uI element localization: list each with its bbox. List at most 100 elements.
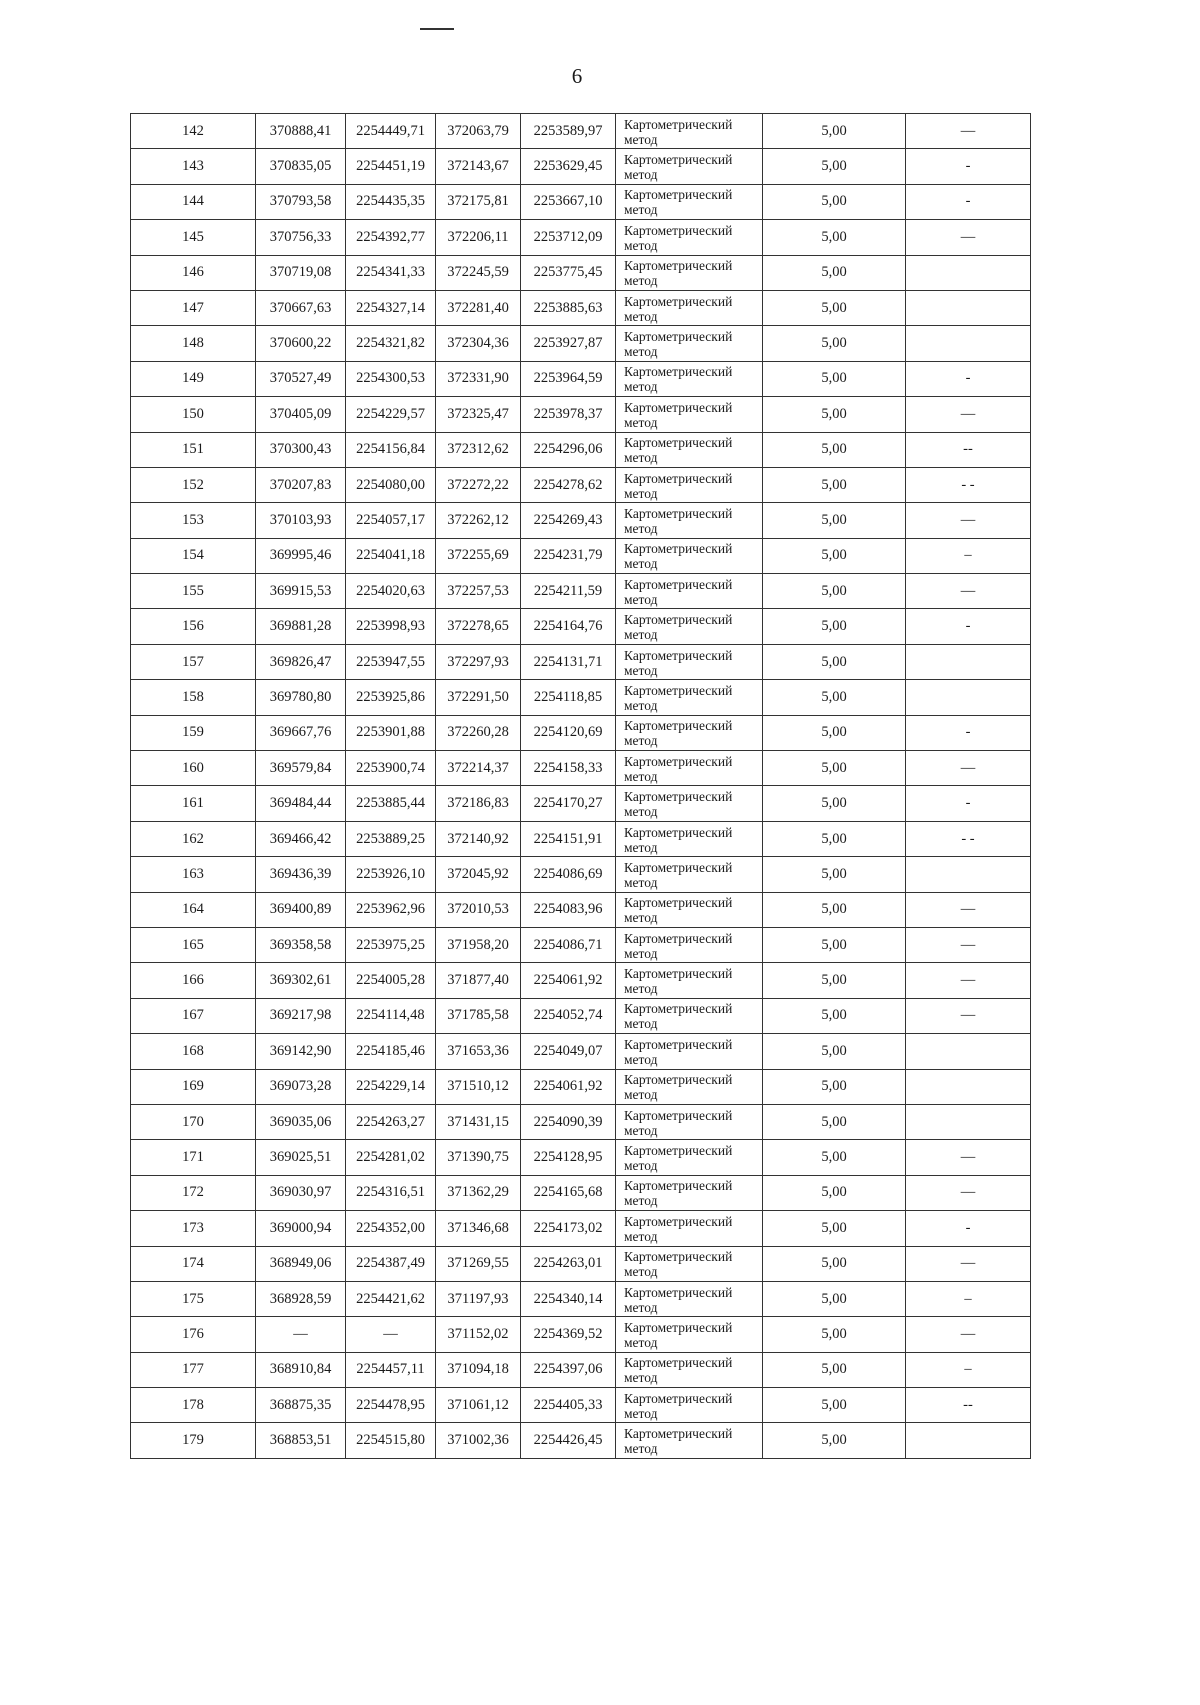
top-scan-mark: [420, 28, 454, 30]
x-coordinate-2-cell: 372297,93: [435, 643, 521, 681]
method-text: метод: [624, 520, 658, 536]
method-text: Картометрический: [624, 435, 733, 451]
method-text: метод: [624, 627, 658, 643]
x-coordinate-1-cell: 369466,42: [255, 820, 346, 858]
note-cell: —: [905, 962, 1031, 999]
y-coordinate-1-cell: 2254080,00: [345, 466, 436, 504]
accuracy-cell: 5,00: [762, 997, 906, 1035]
x-coordinate-1-cell: 369995,46: [255, 537, 346, 575]
y-coordinate-1-cell: 2254515,80: [345, 1422, 436, 1459]
method-text: метод: [624, 1193, 658, 1209]
method-text: Картометрический: [624, 895, 733, 911]
note-cell: -: [905, 360, 1031, 398]
method-text: метод: [624, 379, 658, 395]
method-text: метод: [624, 1334, 658, 1350]
y-coordinate-1-cell: —: [345, 1316, 436, 1353]
point-number-cell: 172: [130, 1174, 256, 1212]
method-cell: Картометрический метод: [615, 785, 763, 822]
point-number-cell: 171: [130, 1139, 256, 1176]
coordinates-table: 142 370888,41 2254449,71 372063,79 2253589,9…: [130, 112, 1031, 1459]
point-number-cell: 153: [130, 502, 256, 539]
accuracy-cell: 5,00: [762, 1280, 906, 1318]
x-coordinate-2-cell: 371785,58: [435, 997, 521, 1035]
table-row: 175 368928,59 2254421,62 371197,93 2254340,1…: [130, 1280, 1031, 1318]
method-text: метод: [624, 450, 658, 466]
point-number-cell: 167: [130, 997, 256, 1035]
y-coordinate-1-cell: 2253962,96: [345, 891, 436, 928]
method-text: Картометрический: [624, 1107, 733, 1123]
method-text: Картометрический: [624, 187, 733, 203]
method-text: Картометрический: [624, 1355, 733, 1371]
note-cell: —: [905, 926, 1031, 964]
method-text: Картометрический: [624, 930, 733, 946]
accuracy-cell: 5,00: [762, 148, 906, 185]
y-coordinate-2-cell: 2254120,69: [520, 714, 616, 752]
accuracy-cell: 5,00: [762, 360, 906, 398]
method-cell: Картометрический метод: [615, 1316, 763, 1353]
x-coordinate-2-cell: 372063,79: [435, 112, 521, 150]
method-text: Картометрический: [624, 1249, 733, 1265]
y-coordinate-1-cell: 2253925,86: [345, 679, 436, 716]
accuracy-cell: 5,00: [762, 466, 906, 504]
method-text: метод: [624, 662, 658, 678]
method-text: Картометрический: [624, 1036, 733, 1052]
y-coordinate-2-cell: 2253629,45: [520, 148, 616, 185]
point-number-cell: 169: [130, 1068, 256, 1105]
method-text: метод: [624, 768, 658, 784]
note-cell: [905, 1033, 1031, 1070]
x-coordinate-1-cell: 369217,98: [255, 997, 346, 1035]
method-cell: Картометрический метод: [615, 431, 763, 468]
x-coordinate-1-cell: 368853,51: [255, 1422, 346, 1459]
x-coordinate-1-cell: 369000,94: [255, 1210, 346, 1247]
table-row: 161 369484,44 2253885,44 372186,83 2254170,2…: [130, 785, 1031, 822]
x-coordinate-1-cell: 369579,84: [255, 750, 346, 787]
x-coordinate-2-cell: 372272,22: [435, 466, 521, 504]
y-coordinate-2-cell: 2254052,74: [520, 997, 616, 1035]
method-text: Картометрический: [624, 576, 733, 592]
method-cell: Картометрический метод: [615, 112, 763, 150]
method-text: Картометрический: [624, 470, 733, 486]
table-row: 176— —371152,02 2254369,52 Картометрический…: [130, 1316, 1031, 1353]
y-coordinate-2-cell: 2254086,69: [520, 856, 616, 893]
method-cell: Картометрический метод: [615, 1245, 763, 1282]
point-number-cell: 179: [130, 1422, 256, 1459]
accuracy-cell: 5,00: [762, 1139, 906, 1176]
note-cell: -: [905, 608, 1031, 645]
x-coordinate-1-cell: 370207,83: [255, 466, 346, 504]
y-coordinate-2-cell: 2254269,43: [520, 502, 616, 539]
y-coordinate-2-cell: 2253775,45: [520, 254, 616, 291]
x-coordinate-2-cell: 372143,67: [435, 148, 521, 185]
x-coordinate-1-cell: 369915,53: [255, 573, 346, 610]
x-coordinate-1-cell: 370719,08: [255, 254, 346, 291]
note-cell: —: [905, 1316, 1031, 1353]
table-row: 155 369915,53 2254020,63 372257,53 2254211,5…: [130, 573, 1031, 610]
table-row: 154 369995,46 2254041,18 372255,69 2254231,7…: [130, 537, 1031, 575]
x-coordinate-2-cell: 371958,20: [435, 926, 521, 964]
point-number-cell: 156: [130, 608, 256, 645]
note-cell: —: [905, 219, 1031, 256]
x-coordinate-1-cell: 369436,39: [255, 856, 346, 893]
method-text: метод: [624, 167, 658, 183]
method-text: метод: [624, 1299, 658, 1315]
table-row: 152 370207,83 2254080,00 372272,22 2254278,6…: [130, 466, 1031, 504]
accuracy-cell: 5,00: [762, 1387, 906, 1424]
method-text: метод: [624, 131, 658, 147]
table-row: 172 369030,97 2254316,51 371362,29 2254165,6…: [130, 1174, 1031, 1212]
y-coordinate-2-cell: 2254165,68: [520, 1174, 616, 1212]
page-number: 6: [571, 64, 583, 88]
method-cell: Картометрический метод: [615, 1210, 763, 1247]
method-text: метод: [624, 1158, 658, 1174]
table-row: 142 370888,41 2254449,71 372063,79 2253589,9…: [130, 112, 1031, 150]
y-coordinate-1-cell: 2254041,18: [345, 537, 436, 575]
method-text: метод: [624, 308, 658, 324]
x-coordinate-2-cell: 372291,50: [435, 679, 521, 716]
method-cell: Картометрический метод: [615, 219, 763, 256]
table-row: 165 369358,58 2253975,25 371958,20 2254086,7…: [130, 926, 1031, 964]
method-text: Картометрический: [624, 399, 733, 415]
y-coordinate-1-cell: 2254421,62: [345, 1280, 436, 1318]
y-coordinate-2-cell: 2254131,71: [520, 643, 616, 681]
y-coordinate-1-cell: 2254435,35: [345, 183, 436, 221]
table-row: 156 369881,28 2253998,93 372278,65 2254164,7…: [130, 608, 1031, 645]
accuracy-cell: 5,00: [762, 1210, 906, 1247]
x-coordinate-2-cell: 371152,02: [435, 1316, 521, 1353]
